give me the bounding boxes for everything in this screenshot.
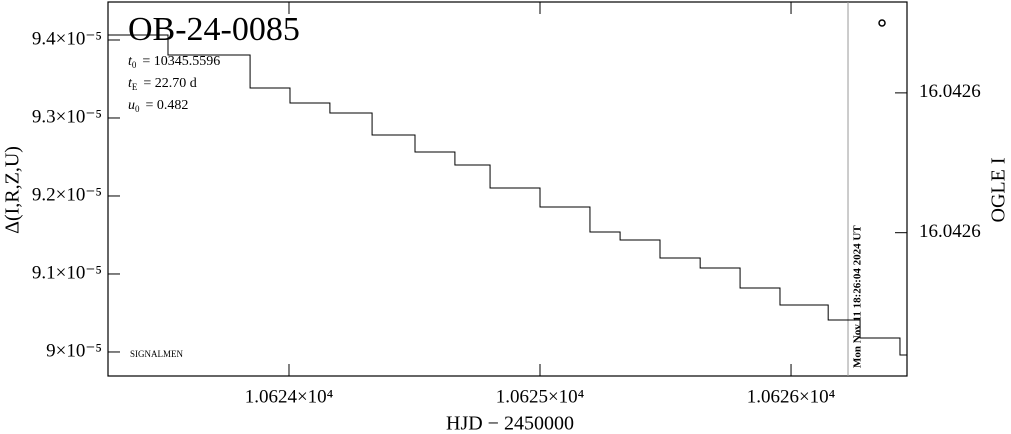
y-axis-label: Δ(I,R,Z,U) [2, 146, 24, 234]
fit-parameter: tE = 22.70 d [128, 76, 197, 92]
param-symbol: t [128, 76, 133, 91]
fit-parameter: t0 = 10345.5596 [128, 54, 220, 70]
fit-parameter: u0 = 0.482 [128, 98, 188, 114]
model-line [108, 34, 907, 356]
y-tick-label: 9.2×10⁻⁵ [32, 184, 102, 205]
footnote: SIGNALMEN [130, 349, 183, 359]
chart-title: OB-24-0085 [128, 11, 300, 48]
param-subscript: E [132, 82, 138, 92]
plot-frame [107, 1, 908, 377]
x-tick-label: 1.0626×10⁴ [747, 386, 836, 407]
param-value: = 0.482 [146, 98, 189, 113]
y2-axis-label: OGLE I [988, 158, 1010, 223]
param-symbol: u [128, 98, 135, 113]
time-marker-label: Mon Nov 11 18:26:04 2024 UT [852, 225, 864, 368]
y-tick-label: 9×10⁻⁵ [46, 340, 102, 361]
y-tick-label: 9.1×10⁻⁵ [32, 262, 102, 283]
param-value: = 10345.5596 [142, 54, 220, 69]
data-point [878, 19, 886, 27]
param-subscript: 0 [132, 60, 137, 70]
x-axis-label: HJD − 2450000 [446, 413, 574, 434]
param-subscript: 0 [135, 104, 140, 114]
y-tick-label: 9.3×10⁻⁵ [32, 106, 102, 127]
x-tick-label: 1.0625×10⁴ [496, 386, 585, 407]
y-tick-label: 9.4×10⁻⁵ [32, 28, 102, 49]
param-symbol: t [128, 54, 133, 69]
param-value: = 22.70 d [143, 76, 196, 91]
x-tick-label: 1.0624×10⁴ [245, 386, 334, 407]
y2-tick-label: 16.0426 [919, 221, 981, 242]
y2-tick-label: 16.0426 [919, 81, 981, 102]
